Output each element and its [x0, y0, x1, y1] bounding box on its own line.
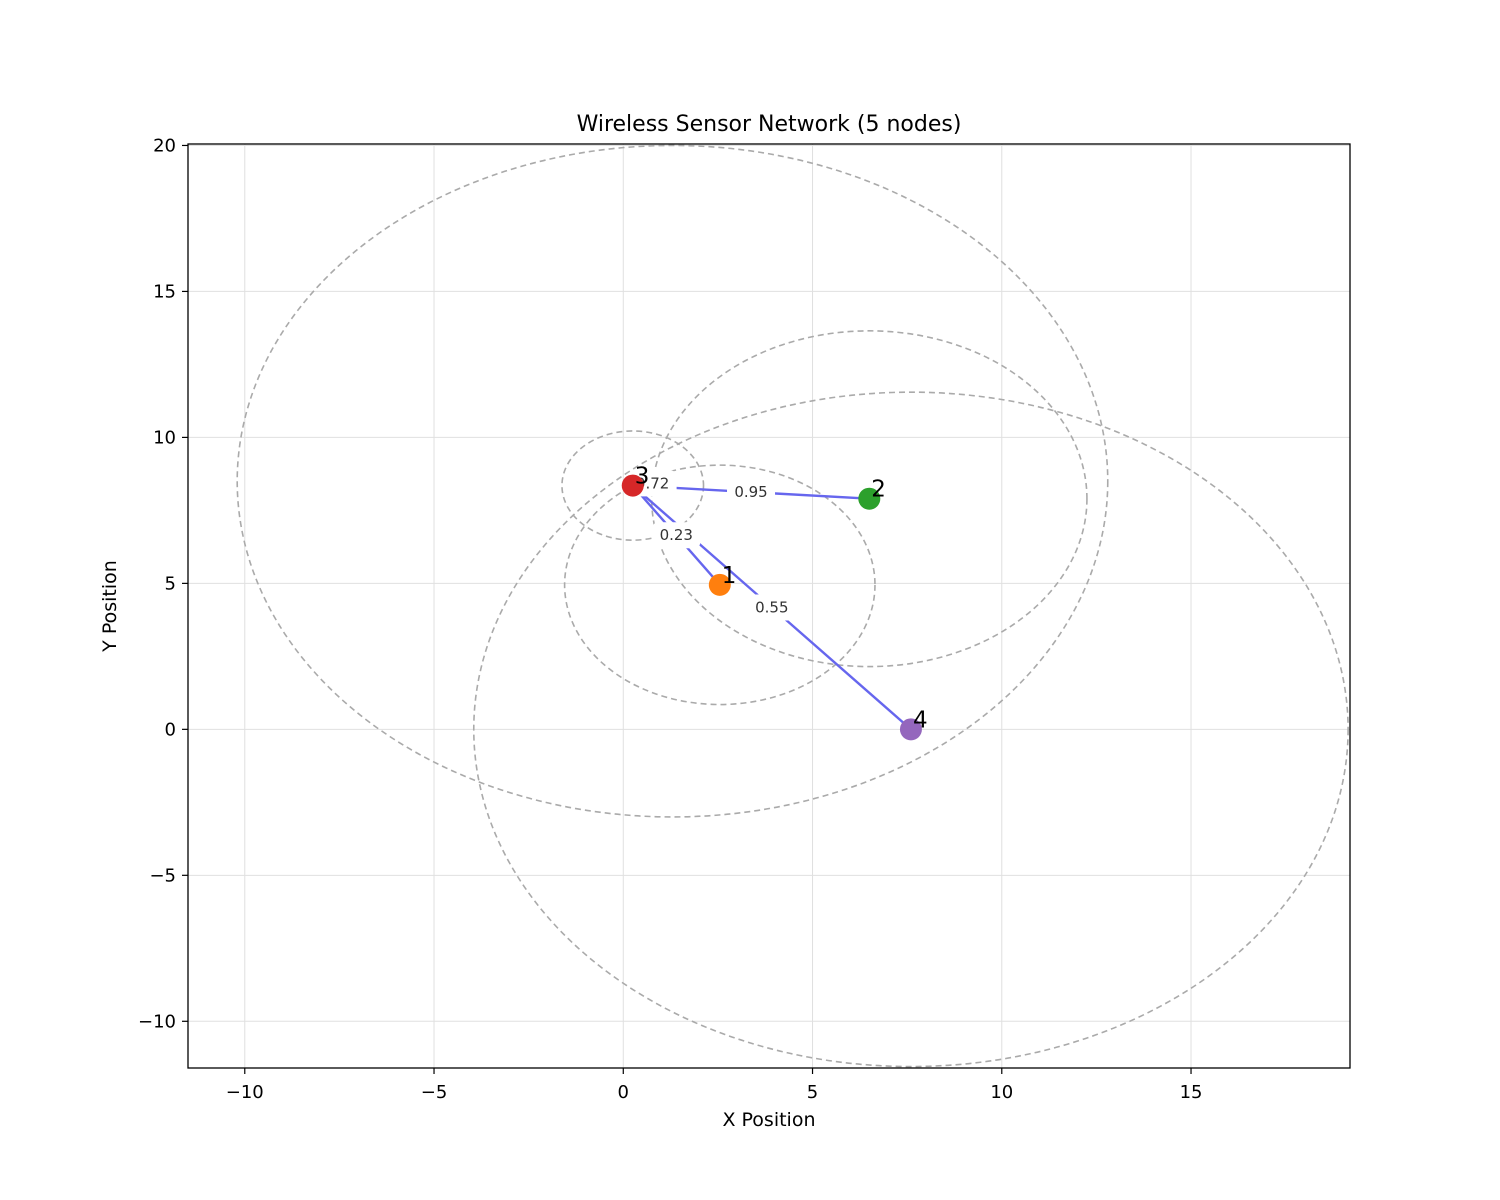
x-tick-label: 5: [807, 1082, 818, 1103]
sensor-node-4: [899, 718, 922, 741]
axis-ticks: −10 −5 0 5 10 15 −10 −5 0 5 10 15 20: [138, 135, 1202, 1103]
range-circle-node-0: [236, 144, 1109, 818]
edge-weight-label: 0.55: [755, 598, 788, 616]
x-axis-label: X Position: [722, 1109, 815, 1131]
node-id-label: 4: [913, 707, 928, 733]
edge-labels: 0.23 0.95 0.55 0.72: [628, 470, 796, 621]
y-tick-label: 10: [153, 427, 176, 448]
range-circle-node-1: [563, 464, 876, 706]
x-tick-label: −5: [421, 1082, 448, 1103]
chart-title: Wireless Sensor Network (5 nodes): [577, 112, 962, 137]
node-labels: 1 2 3 4: [635, 464, 928, 734]
sensor-node-3: [621, 474, 644, 497]
edge-label-box: [747, 594, 796, 621]
y-tick-label: 20: [153, 135, 176, 156]
y-tick-label: −5: [149, 865, 176, 886]
y-axis-label: Y Position: [99, 560, 121, 653]
range-circle-node-2: [650, 330, 1088, 668]
range-circles: [236, 144, 1349, 1068]
sensor-node-2: [858, 487, 881, 510]
x-tick-label: 15: [1180, 1082, 1203, 1103]
edge-label-box: [727, 479, 776, 506]
x-tick-label: 10: [990, 1082, 1013, 1103]
sensor-node-1: [708, 573, 731, 596]
edge-weight-label: 0.95: [734, 483, 767, 501]
x-tick-label: −10: [226, 1082, 264, 1103]
y-tick-label: 15: [153, 281, 176, 302]
edge-weight-label: 0.23: [660, 526, 693, 544]
plot-frame: [187, 143, 1351, 1069]
range-circle-node-4: [472, 391, 1349, 1068]
edge-weight-label: 0.72: [636, 474, 669, 492]
nodes: [621, 474, 922, 741]
edge-label-box: [652, 522, 701, 549]
range-circle-node-3: [561, 430, 705, 541]
y-tick-label: 5: [165, 573, 176, 594]
grid: [188, 144, 1350, 1068]
x-tick-label: 0: [618, 1082, 629, 1103]
node-id-label: 3: [635, 464, 650, 490]
node-id-label: 2: [871, 477, 886, 503]
node-id-label: 1: [722, 563, 737, 589]
y-tick-label: −10: [138, 1011, 176, 1032]
y-tick-label: 0: [165, 719, 176, 740]
